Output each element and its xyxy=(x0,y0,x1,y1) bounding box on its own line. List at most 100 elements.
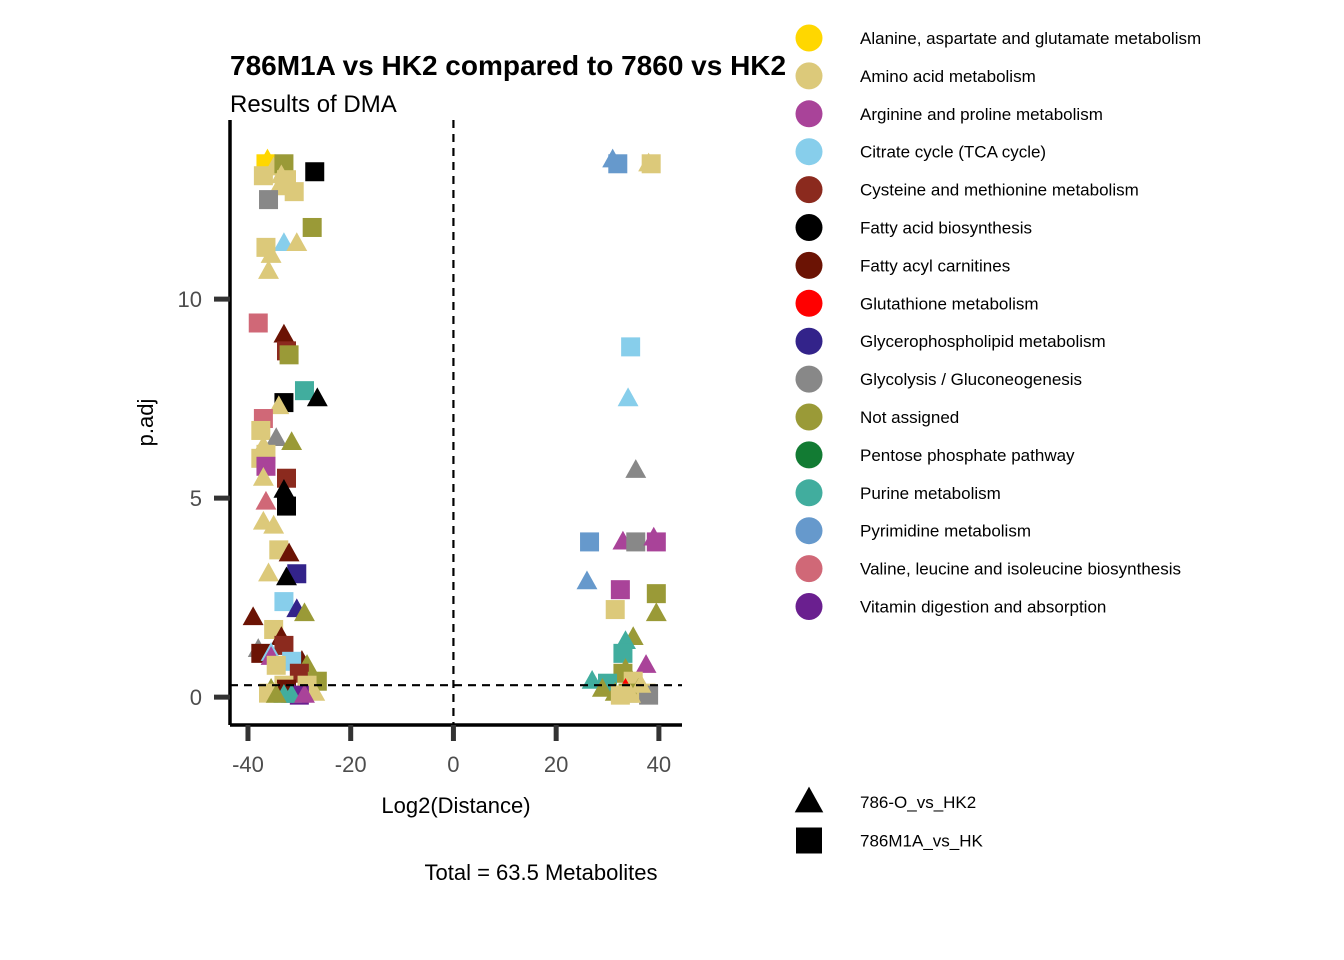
legend-key-circle xyxy=(795,327,823,355)
data-point xyxy=(279,345,299,365)
x-tick-label: -20 xyxy=(335,752,367,777)
data-point xyxy=(266,655,286,675)
legend-key-circle xyxy=(795,403,823,431)
data-point xyxy=(625,459,647,478)
legend-key-circle xyxy=(795,176,823,204)
legend-item: Glutathione metabolism xyxy=(795,289,1039,317)
legend-item: Amino acid metabolism xyxy=(795,62,1036,90)
legend-key-circle xyxy=(795,138,823,166)
data-point xyxy=(242,606,264,626)
legend-item: Citrate cycle (TCA cycle) xyxy=(795,138,1046,166)
data-point xyxy=(281,431,303,450)
legend-label: 786-O_vs_HK2 xyxy=(860,793,976,812)
data-point xyxy=(273,323,295,343)
legend-item: 786M1A_vs_HK xyxy=(796,827,984,854)
legend-item: Vitamin digestion and absorption xyxy=(795,593,1106,620)
legend-item: Fatty acid biosynthesis xyxy=(795,214,1032,241)
data-point xyxy=(273,478,295,498)
legend-item: 786-O_vs_HK2 xyxy=(794,786,976,813)
data-point xyxy=(580,532,600,552)
legend-key-circle xyxy=(795,441,823,469)
data-point xyxy=(302,217,322,237)
data-point xyxy=(251,420,271,440)
legend-item: Alanine, aspartate and glutamate metabol… xyxy=(795,24,1201,52)
legend-key-circle xyxy=(795,62,823,90)
data-point xyxy=(265,683,287,703)
data-point xyxy=(258,260,279,279)
data-point xyxy=(274,635,294,655)
legend-key-circle xyxy=(795,593,823,620)
data-point xyxy=(263,514,285,534)
x-axis-title: Log2(Distance) xyxy=(381,793,530,818)
data-point xyxy=(605,600,625,620)
data-point xyxy=(630,674,652,693)
legend-key-circle xyxy=(795,289,823,317)
data-point xyxy=(608,154,628,174)
y-tick-label: 0 xyxy=(190,685,202,710)
chart-title: 786M1A vs HK2 compared to 7860 vs HK2 xyxy=(230,50,786,81)
data-point xyxy=(305,162,325,182)
data-point xyxy=(259,190,279,210)
legend-label: Vitamin digestion and absorption xyxy=(860,598,1106,617)
legend-label: Purine metabolism xyxy=(860,484,1001,503)
legend-label: Citrate cycle (TCA cycle) xyxy=(860,143,1046,162)
legend-key-triangle xyxy=(794,786,824,813)
legend-label: Arginine and proline metabolism xyxy=(860,105,1103,124)
data-point xyxy=(306,387,328,407)
legend-key-circle xyxy=(795,100,823,128)
legend-label: Glutathione metabolism xyxy=(860,294,1039,313)
data-point xyxy=(286,232,308,251)
legend-item: Glycolysis / Gluconeogenesis xyxy=(795,365,1082,393)
legend-item: Valine, leucine and isoleucine biosynthe… xyxy=(795,555,1181,583)
x-tick-label: 20 xyxy=(544,752,568,777)
legend-item: Pentose phosphate pathway xyxy=(795,441,1075,469)
legend-label: Pyrimidine metabolism xyxy=(860,522,1031,541)
legend-item: Pyrimidine metabolism xyxy=(795,517,1031,545)
chart-subtitle: Results of DMA xyxy=(230,91,397,118)
legend-key-square xyxy=(796,827,822,854)
axes: -40 -20 0 20 40 0 5 10 xyxy=(178,120,682,777)
legend-key-circle xyxy=(795,555,823,583)
data-point xyxy=(260,244,282,263)
legend-item: Not assigned xyxy=(795,403,959,431)
data-point xyxy=(270,164,292,184)
data-point xyxy=(591,677,613,697)
legend-label: 786M1A_vs_HK xyxy=(860,832,984,851)
legend-label: Pentose phosphate pathway xyxy=(860,446,1075,465)
data-point xyxy=(294,381,314,401)
legend-label: Not assigned xyxy=(860,408,959,427)
legend-key-circle xyxy=(795,479,823,507)
x-tick-label: 40 xyxy=(647,752,671,777)
x-tick-label: -40 xyxy=(232,752,264,777)
legend-item: Purine metabolism xyxy=(795,479,1001,507)
legend-label: Valine, leucine and isoleucine biosynthe… xyxy=(860,560,1181,579)
data-point xyxy=(258,562,279,582)
data-point xyxy=(265,427,287,447)
legend-key-circle xyxy=(795,24,823,52)
data-point xyxy=(268,395,290,415)
data-point xyxy=(276,566,297,586)
x-tick-label: 0 xyxy=(447,752,459,777)
legend-item: Arginine and proline metabolism xyxy=(795,100,1103,128)
legend-item: Cysteine and methionine metabolism xyxy=(795,176,1139,204)
legend-key-circle xyxy=(795,365,823,393)
data-point xyxy=(620,683,642,703)
legend-label: Amino acid metabolism xyxy=(860,67,1036,86)
y-tick-label: 10 xyxy=(178,287,202,312)
legend-label: Cysteine and methionine metabolism xyxy=(860,181,1139,200)
data-point xyxy=(646,584,666,604)
data-points-layer xyxy=(242,148,667,705)
legend-item: Fatty acyl carnitines xyxy=(795,251,1010,279)
legend-key-circle xyxy=(795,251,823,279)
data-point xyxy=(610,580,630,600)
data-point xyxy=(626,532,646,552)
legend-label: Alanine, aspartate and glutamate metabol… xyxy=(860,29,1201,48)
data-point xyxy=(284,182,304,202)
data-point xyxy=(641,154,661,174)
data-point xyxy=(274,592,294,612)
data-point xyxy=(294,683,315,703)
data-point xyxy=(255,490,277,510)
data-point xyxy=(621,337,641,357)
